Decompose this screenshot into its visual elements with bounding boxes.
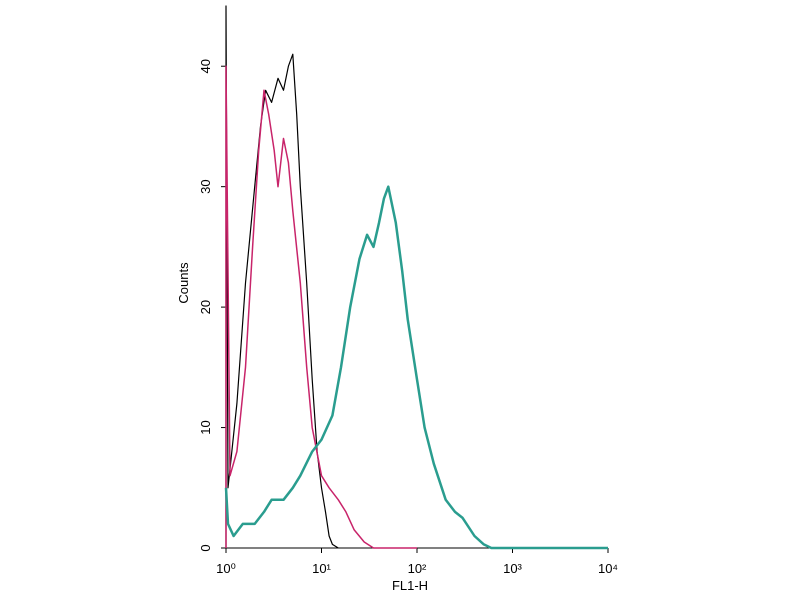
x-tick-label: 10⁰ <box>216 561 236 576</box>
y-tick-label: 30 <box>198 179 213 193</box>
series-line <box>225 5 339 549</box>
x-tick-label: 10² <box>408 561 427 576</box>
y-tick-label: 0 <box>198 544 213 551</box>
x-tick-label: 10³ <box>503 561 522 576</box>
series-line <box>225 65 417 549</box>
x-tick-label: 10⁴ <box>598 561 618 576</box>
y-tick-label: 10 <box>198 420 213 434</box>
x-tick-label: 10¹ <box>312 561 331 576</box>
x-axis-label: FL1-H <box>392 578 428 593</box>
y-axis-label: Counts <box>176 262 191 304</box>
series-line <box>224 185 608 550</box>
y-tick-label: 40 <box>198 59 213 73</box>
y-tick-label: 20 <box>198 300 213 314</box>
